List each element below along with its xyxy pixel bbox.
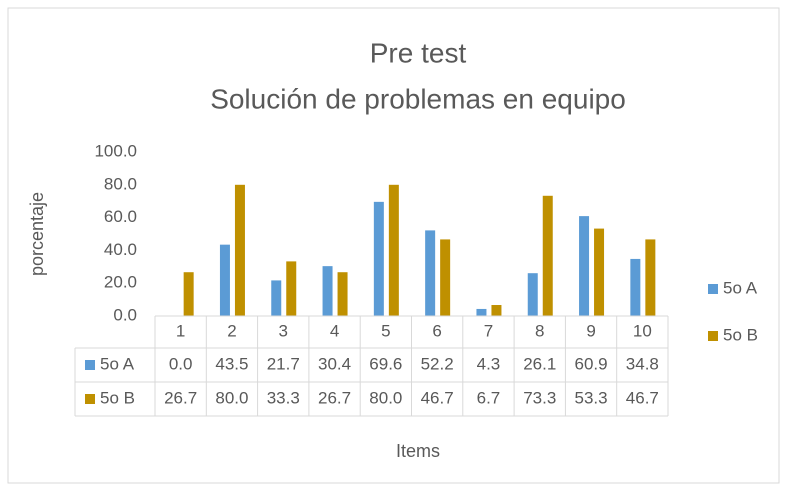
bar bbox=[542, 195, 553, 316]
y-tick-label: 40.0 bbox=[104, 240, 137, 259]
chart-title: Pre test bbox=[370, 37, 467, 68]
y-tick-label: 0.0 bbox=[113, 305, 137, 324]
x-tick-label: 8 bbox=[535, 321, 544, 340]
table-value: 0.0 bbox=[169, 354, 193, 373]
table-value: 33.3 bbox=[267, 388, 300, 407]
y-tick-label: 60.0 bbox=[104, 207, 137, 226]
legend-label: 5o A bbox=[723, 278, 758, 297]
legend-key bbox=[708, 284, 718, 294]
table-value: 26.1 bbox=[523, 354, 556, 373]
bar bbox=[645, 239, 656, 316]
x-tick-label: 4 bbox=[330, 321, 339, 340]
table-value: 43.5 bbox=[215, 354, 248, 373]
bar bbox=[476, 308, 487, 316]
table-value: 46.7 bbox=[421, 388, 454, 407]
x-tick-label: 7 bbox=[484, 321, 493, 340]
table-value: 26.7 bbox=[164, 388, 197, 407]
bar bbox=[373, 201, 384, 316]
table-legend-key bbox=[85, 394, 95, 404]
table-value: 34.8 bbox=[626, 354, 659, 373]
x-axis-title: Items bbox=[396, 441, 440, 461]
x-tick-label: 10 bbox=[633, 321, 652, 340]
bar bbox=[527, 273, 538, 316]
x-tick-label: 1 bbox=[176, 321, 185, 340]
y-tick-label: 80.0 bbox=[104, 174, 137, 193]
bar bbox=[322, 266, 333, 316]
bar bbox=[234, 184, 245, 316]
bar bbox=[579, 216, 590, 316]
x-tick-label: 3 bbox=[279, 321, 288, 340]
table-value: 30.4 bbox=[318, 354, 351, 373]
bar bbox=[594, 228, 605, 316]
x-tick-label: 6 bbox=[432, 321, 441, 340]
y-tick-label: 100.0 bbox=[94, 141, 137, 160]
bar bbox=[491, 305, 502, 316]
bar bbox=[440, 239, 451, 316]
y-axis-title: porcentaje bbox=[27, 192, 47, 276]
bar bbox=[630, 258, 641, 316]
chart-subtitle: Solución de problemas en equipo bbox=[210, 83, 626, 114]
x-tick-label: 9 bbox=[586, 321, 595, 340]
table-value: 80.0 bbox=[369, 388, 402, 407]
table-value: 46.7 bbox=[626, 388, 659, 407]
bar bbox=[286, 261, 297, 316]
table-value: 52.2 bbox=[421, 354, 454, 373]
table-value: 53.3 bbox=[575, 388, 608, 407]
bar bbox=[183, 272, 194, 316]
bar bbox=[388, 184, 399, 316]
table-value: 21.7 bbox=[267, 354, 300, 373]
table-value: 4.3 bbox=[477, 354, 501, 373]
table-value: 80.0 bbox=[215, 388, 248, 407]
bar bbox=[425, 230, 436, 316]
table-value: 26.7 bbox=[318, 388, 351, 407]
legend-key bbox=[708, 331, 718, 341]
bar bbox=[271, 280, 282, 316]
bar bbox=[219, 244, 230, 316]
table-value: 6.7 bbox=[477, 388, 501, 407]
table-value: 73.3 bbox=[523, 388, 556, 407]
table-value: 69.6 bbox=[369, 354, 402, 373]
y-tick-label: 20.0 bbox=[104, 273, 137, 292]
table-value: 60.9 bbox=[575, 354, 608, 373]
table-legend-key bbox=[85, 360, 95, 370]
table-series-name: 5o B bbox=[100, 388, 135, 407]
legend-label: 5o B bbox=[723, 325, 758, 344]
table-series-name: 5o A bbox=[100, 354, 135, 373]
x-tick-label: 5 bbox=[381, 321, 390, 340]
bar bbox=[337, 272, 348, 316]
x-tick-label: 2 bbox=[227, 321, 236, 340]
